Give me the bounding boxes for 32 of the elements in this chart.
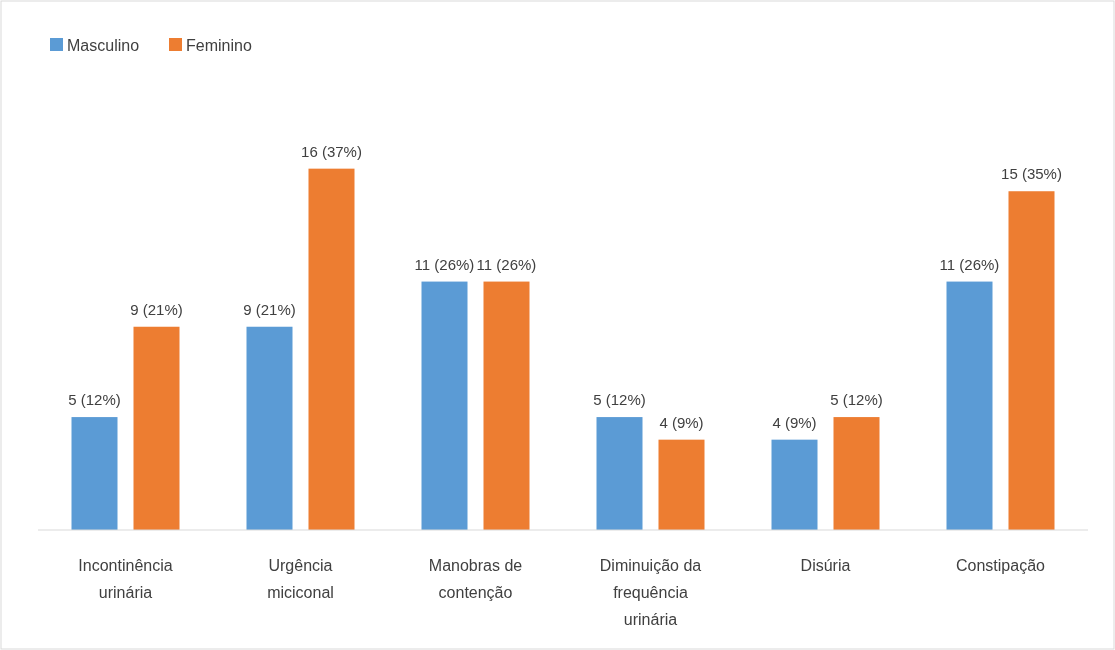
data-label: 15 (35%) xyxy=(1001,165,1062,183)
data-label: 5 (12%) xyxy=(830,391,883,409)
x-tick-label: Incontinência urinária xyxy=(78,557,173,601)
legend-label: Feminino xyxy=(186,37,252,54)
x-tick-label: Constipação xyxy=(956,557,1046,574)
data-label: 11 (26%) xyxy=(476,255,537,273)
bar xyxy=(71,417,118,530)
bar xyxy=(596,417,643,530)
data-label: 9 (21%) xyxy=(243,300,296,318)
bar xyxy=(771,439,818,530)
data-label: 4 (9%) xyxy=(659,413,704,431)
data-label: 11 (26%) xyxy=(939,255,1000,273)
bar xyxy=(1008,191,1055,530)
bar xyxy=(308,168,355,530)
x-tick-label: Urgência miciconal xyxy=(267,557,334,601)
bar xyxy=(246,326,293,530)
bar xyxy=(833,417,880,530)
bar xyxy=(133,326,180,530)
x-tick-label: Manobras de contenção xyxy=(428,557,523,601)
bar xyxy=(658,439,705,530)
data-label: 9 (21%) xyxy=(130,300,183,318)
bar xyxy=(483,281,530,530)
data-label: 16 (37%) xyxy=(301,142,362,160)
data-label: 11 (26%) xyxy=(414,255,475,273)
x-tick-label: Disúria xyxy=(800,557,851,574)
bar xyxy=(421,281,468,530)
data-label: 4 (9%) xyxy=(772,413,817,431)
bar xyxy=(946,281,993,530)
legend-label: Masculino xyxy=(67,37,140,54)
x-tick-label: Diminuição da frequência urinária xyxy=(599,557,702,628)
data-label: 5 (12%) xyxy=(68,391,121,409)
data-label: 5 (12%) xyxy=(593,391,646,409)
